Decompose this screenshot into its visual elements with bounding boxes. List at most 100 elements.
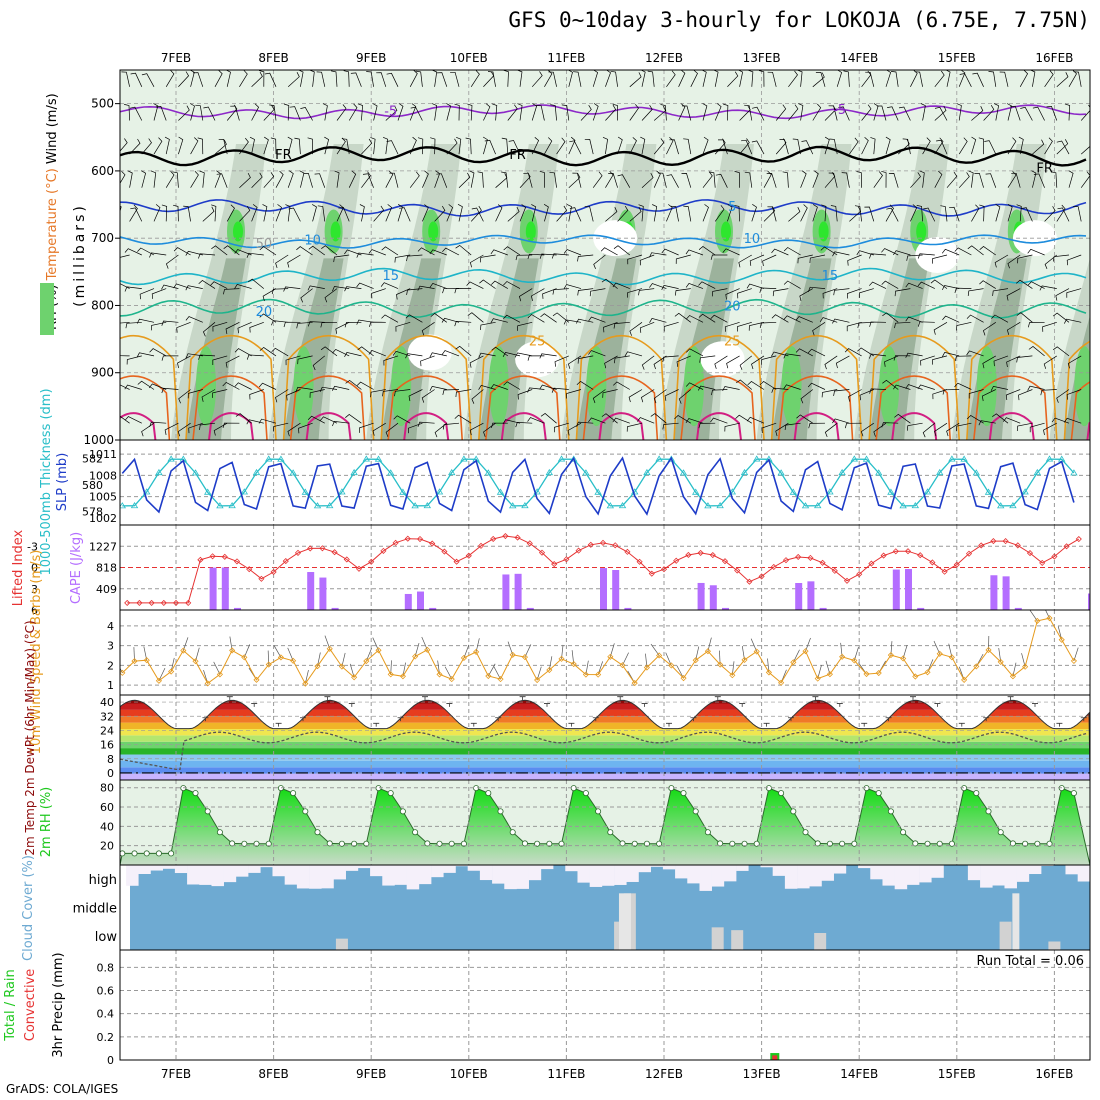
wind-barb — [332, 348, 350, 357]
wind-barb — [982, 322, 996, 336]
x-date-label-top: 15FEB — [938, 51, 976, 65]
wind-barb — [674, 312, 692, 323]
wind-barb — [701, 70, 707, 87]
rh2m-marker — [680, 790, 687, 797]
wind-barb — [369, 321, 386, 327]
wind-barb — [1006, 322, 1021, 335]
wind-barb — [629, 104, 639, 121]
wind-barb — [738, 254, 752, 268]
wind-barb — [258, 418, 277, 424]
thickness-marker — [789, 488, 798, 495]
wind-barb — [784, 422, 801, 431]
wind-barb — [300, 288, 313, 303]
wind-barb — [954, 247, 972, 256]
wind-barb — [788, 207, 801, 222]
wind-barb — [129, 204, 138, 222]
wind-barb — [775, 138, 787, 155]
wind-barb — [1080, 171, 1090, 188]
minmax-whisker — [470, 722, 477, 727]
wind-barb — [933, 321, 948, 335]
li-marker — [636, 558, 643, 565]
wind-barb — [627, 288, 643, 298]
wind-barb — [836, 70, 843, 87]
wind-barb — [178, 136, 184, 155]
wind-barb — [1080, 104, 1090, 121]
wind-barb — [165, 254, 179, 269]
wind-barb — [959, 73, 972, 87]
cloud-high-gap — [919, 865, 932, 883]
wind-barb — [639, 321, 655, 333]
wind-barb — [832, 318, 850, 324]
wind-barb — [149, 348, 167, 357]
wind-barb — [602, 136, 608, 155]
wind-barb — [199, 170, 205, 188]
thickness-marker — [277, 455, 285, 462]
minmax-whisker — [592, 717, 599, 722]
wind-barb — [801, 140, 814, 155]
wind-barb — [161, 387, 179, 394]
wind-barb — [550, 104, 557, 121]
wind-barb — [442, 389, 460, 395]
wind-barb — [127, 170, 133, 188]
thickness-marker — [887, 488, 895, 495]
wind-barb — [295, 386, 313, 393]
cloud-high-gap — [1028, 865, 1042, 875]
contour-label: 5 — [728, 200, 736, 215]
wind-barb — [287, 422, 301, 437]
cloud-high-gap — [870, 865, 883, 880]
wind-barb — [421, 322, 435, 336]
cloud-high-gap — [126, 865, 139, 886]
wind-barb — [979, 280, 996, 289]
cloud-low-block — [335, 938, 348, 950]
wind-barb — [748, 321, 765, 331]
wind-barb — [869, 321, 887, 327]
wind-barb — [984, 140, 997, 155]
wind-barb — [1007, 204, 1013, 222]
rh2m-marker — [168, 850, 175, 857]
wind-barb — [971, 136, 977, 155]
cloud-high-gap — [626, 865, 639, 882]
precip-tick-label: 0.8 — [97, 961, 115, 974]
cape-bar — [234, 607, 241, 610]
wind-barb — [934, 422, 948, 437]
wind-barb — [158, 668, 166, 681]
thickness-marker — [265, 455, 273, 462]
wind-barb — [307, 137, 313, 155]
li-marker — [1026, 550, 1034, 557]
li-marker — [929, 559, 936, 566]
wind-barb — [1073, 71, 1082, 87]
li-marker — [990, 538, 997, 545]
wind-barb — [297, 355, 313, 365]
wind-barb — [1044, 206, 1056, 222]
wind-barb — [467, 103, 473, 121]
contour-label: 20 — [724, 299, 741, 314]
temp-tick-label: 32 — [100, 710, 114, 723]
wind-barb — [848, 389, 862, 402]
minmax-whisker — [300, 717, 306, 722]
wind10m-marker — [216, 671, 223, 678]
wind-barb — [362, 173, 374, 188]
wind-barb — [321, 245, 338, 256]
wind-barb — [1031, 170, 1037, 188]
thickness-marker — [130, 501, 139, 509]
minmax-whisker — [983, 717, 990, 722]
wind-barb — [660, 104, 667, 121]
wind-barb — [1067, 355, 1082, 369]
wind-barb — [584, 206, 594, 222]
wind-barb — [434, 422, 448, 438]
wind-barb — [744, 104, 753, 121]
wind-barb — [385, 105, 398, 121]
wind-barb — [120, 205, 122, 213]
wind-barb — [783, 247, 801, 256]
wind-barb — [503, 281, 521, 289]
li-marker — [697, 549, 704, 556]
wind-barb — [664, 389, 679, 401]
wind-barb — [455, 244, 472, 256]
wind-barb — [552, 288, 569, 295]
wind-barb — [285, 355, 301, 366]
wind-barb — [567, 355, 582, 369]
cloud-high-gap — [760, 865, 773, 868]
cape-bar — [514, 573, 522, 610]
thickness-marker — [496, 488, 505, 495]
thickness-marker — [374, 455, 383, 462]
